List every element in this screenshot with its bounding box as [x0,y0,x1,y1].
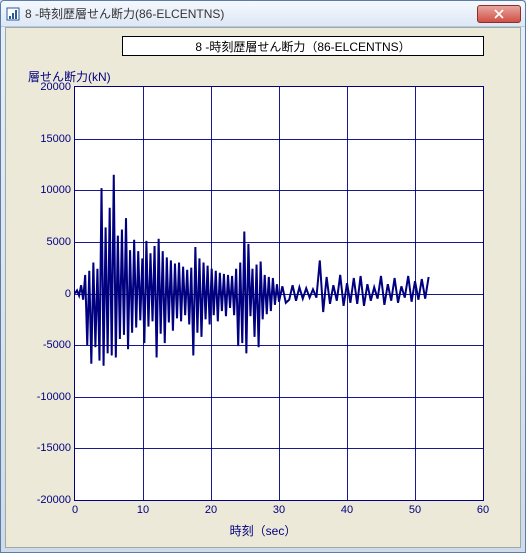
gridline-v [211,87,212,500]
y-tick-label: 20000 [40,81,71,93]
x-tick-label: 60 [477,504,489,516]
x-tick-label: 10 [137,504,149,516]
app-window: 8 -時刻歴層せん断力(86-ELCENTNS) 8 -時刻歴層せん断力（86-… [0,0,526,553]
gridline-v [143,87,144,500]
y-tick-label: 5000 [47,236,71,248]
x-tick-label: 0 [72,504,78,516]
gridline-v [279,87,280,500]
window-title: 8 -時刻歴層せん断力(86-ELCENTNS) [25,5,477,22]
x-tick-label: 50 [409,504,421,516]
chart-title: 8 -時刻歴層せん断力（86-ELCENTNS） [122,36,484,56]
gridline-v [415,87,416,500]
y-tick-label: 10000 [40,184,71,196]
y-tick-label: -15000 [37,442,71,454]
close-button[interactable] [477,5,521,23]
plot-area: -20000-15000-10000-500005000100001500020… [74,86,484,501]
chart-panel: 8 -時刻歴層せん断力（86-ELCENTNS） 層せん断力(kN) -2000… [12,34,514,541]
x-tick-label: 30 [273,504,285,516]
x-tick-label: 40 [341,504,353,516]
y-tick-label: 15000 [40,133,71,145]
y-tick-label: 0 [65,288,71,300]
close-icon [494,9,504,19]
client-area: 8 -時刻歴層せん断力（86-ELCENTNS） 層せん断力(kN) -2000… [5,27,521,548]
y-tick-label: -5000 [43,339,71,351]
titlebar[interactable]: 8 -時刻歴層せん断力(86-ELCENTNS) [1,1,525,27]
y-tick-label: -10000 [37,391,71,403]
x-tick-label: 20 [205,504,217,516]
y-tick-label: -20000 [37,494,71,506]
x-axis-label: 時刻（sec） [12,522,514,539]
app-icon [5,6,21,22]
gridline-v [347,87,348,500]
